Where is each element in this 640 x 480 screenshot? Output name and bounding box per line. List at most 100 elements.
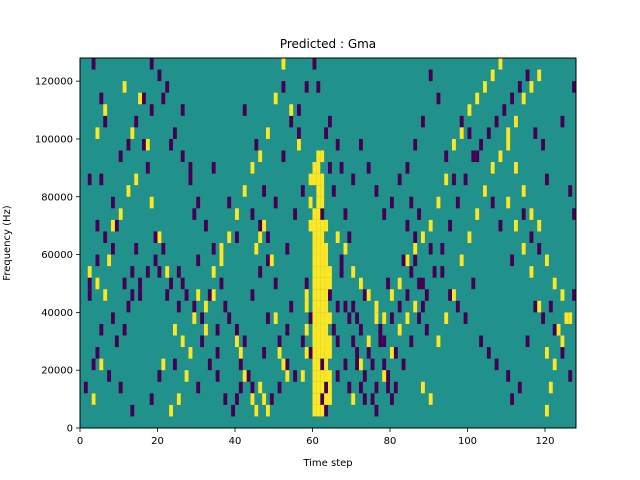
heatmap-cell-low (142, 92, 146, 105)
heatmap-cell-low (370, 358, 375, 371)
heatmap-cell-high (320, 150, 325, 163)
heatmap-cell-high (316, 289, 321, 301)
heatmap-cell-low (405, 219, 410, 232)
heatmap-cell-low (517, 81, 522, 93)
heatmap-cell-high (324, 219, 329, 232)
heatmap-cell-high (111, 219, 115, 232)
heatmap-cell-high (316, 219, 321, 232)
heatmap-cell-low (424, 289, 429, 301)
heatmap-cell-low (118, 150, 123, 163)
heatmap-cell-low (227, 312, 232, 324)
heatmap-cell-low (308, 347, 313, 359)
heatmap-cell-low (254, 138, 259, 151)
x-axis: 0 20 40 60 80 100 120 (77, 428, 555, 447)
heatmap-cell-high (475, 208, 480, 220)
heatmap-cell-low (343, 300, 348, 313)
heatmap-cell-low (335, 335, 340, 348)
heatmap-cell-low (382, 208, 387, 220)
heatmap-cell-high (204, 323, 208, 336)
heatmap-cell-low (215, 370, 220, 382)
heatmap-cell-high (134, 173, 139, 186)
heatmap-cell-high (91, 393, 96, 405)
heatmap-cell-low (339, 254, 344, 267)
heatmap-cell-low (118, 381, 123, 394)
heatmap-cell-low (211, 243, 216, 255)
heatmap-cell-high (324, 266, 329, 278)
heatmap-cell-low (285, 323, 290, 336)
heatmap-cell-high (316, 347, 321, 359)
heatmap-cell-high (335, 231, 340, 243)
heatmap-cell-low (277, 381, 282, 394)
heatmap-cell-low (215, 323, 220, 336)
heatmap-cell-high (514, 115, 518, 128)
y-tick-label: 0 (67, 424, 73, 435)
chart-title: Predicted : Gma (280, 37, 376, 51)
heatmap-cell-high (316, 381, 321, 394)
y-tick-label: 80000 (41, 192, 73, 203)
heatmap-cell-low (525, 335, 530, 348)
heatmap-cell-low (300, 185, 305, 197)
heatmap-cell-high (316, 266, 321, 278)
heatmap-cell-high (324, 277, 329, 290)
heatmap-cell-low (320, 393, 325, 405)
heatmap-cell-high (366, 289, 371, 301)
heatmap-cell-low (328, 162, 332, 174)
heatmap-cell-high (320, 289, 325, 301)
heatmap-cell-high (459, 127, 464, 139)
heatmap-cell-high (312, 243, 317, 255)
heatmap-cell-low (335, 300, 340, 313)
heatmap-cell-low (223, 300, 228, 313)
heatmap-cell-low (494, 358, 499, 371)
heatmap-cell-high (312, 289, 317, 301)
heatmap-cell-low (351, 173, 356, 186)
heatmap-cell-high (397, 323, 402, 336)
heatmap-cell-low (289, 300, 294, 313)
heatmap-cell-high (452, 138, 456, 151)
heatmap-cell-high (173, 323, 177, 336)
heatmap-cell-high (122, 81, 127, 93)
heatmap-cell-low (300, 335, 305, 348)
heatmap-cell-high (285, 370, 290, 382)
heatmap-cell-high (304, 347, 309, 359)
heatmap-cell-low (421, 115, 425, 128)
heatmap-cell-high (444, 173, 449, 186)
heatmap-cell-high (312, 231, 317, 243)
heatmap-cell-low (149, 393, 154, 405)
heatmap-cell-high (235, 335, 239, 348)
heatmap-cell-high (529, 208, 534, 220)
heatmap-cell-low (490, 196, 495, 209)
heatmap-cell-low (452, 173, 456, 186)
heatmap-cell-low (87, 289, 92, 301)
heatmap-cell-low (401, 254, 406, 267)
heatmap-cell-high (126, 185, 131, 197)
heatmap-cell-low (328, 115, 332, 128)
heatmap-cell-high (324, 289, 329, 301)
heatmap-cell-low (467, 127, 472, 139)
heatmap-cell-high (258, 150, 263, 163)
heatmap-cell-low (436, 92, 441, 105)
heatmap-cell-high (312, 393, 317, 405)
heatmap-cell-high (413, 243, 418, 255)
heatmap-cell-low (560, 347, 565, 359)
heatmap-cell-high (537, 300, 542, 313)
heatmap-cell-low (560, 115, 565, 128)
heatmap-cell-high (397, 277, 402, 290)
heatmap-cell-low (134, 243, 139, 255)
heatmap-cell-high (320, 335, 325, 348)
heatmap-cell-high (242, 185, 247, 197)
heatmap-cell-low (130, 289, 135, 301)
heatmap-cell-low (335, 138, 340, 151)
heatmap-cell-high (316, 150, 321, 163)
heatmap-cell-high (304, 300, 309, 313)
heatmap-cell-low (541, 138, 546, 151)
heatmap-cell-low (293, 208, 298, 220)
heatmap-cell-low (285, 243, 290, 255)
heatmap-cell-low (390, 196, 394, 209)
heatmap-cell-high (312, 347, 317, 359)
heatmap-cell-low (362, 393, 367, 405)
heatmap-cell-low (421, 277, 425, 290)
heatmap-cell-high (545, 254, 549, 267)
heatmap-cell-high (95, 277, 100, 290)
heatmap-cell-high (316, 277, 321, 290)
heatmap-cell-high (316, 231, 321, 243)
